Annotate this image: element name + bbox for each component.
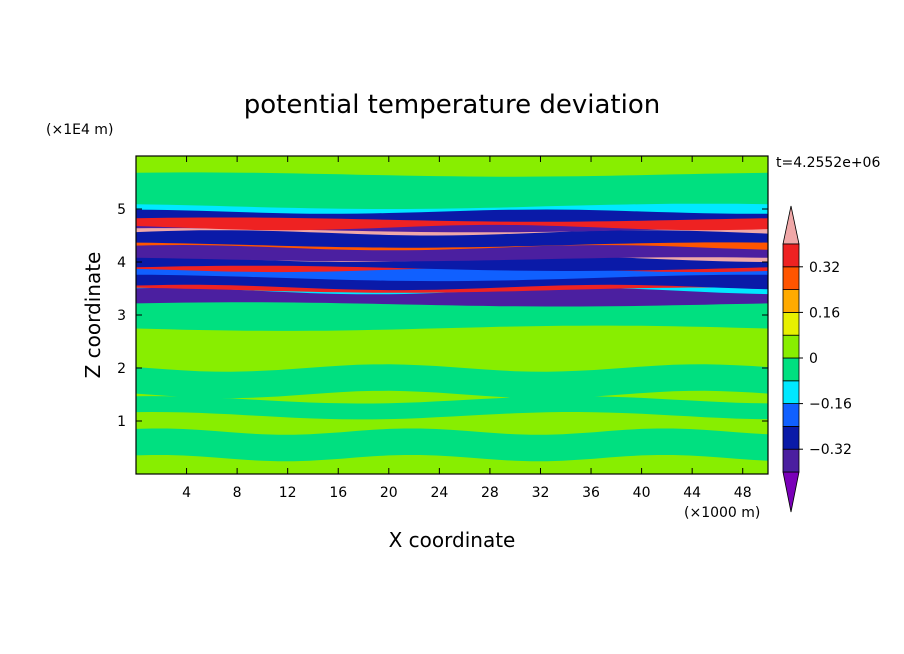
x-tick-label: 16	[329, 485, 347, 501]
x-tick-label: 4	[182, 485, 191, 501]
x-tick-label: 8	[233, 485, 242, 501]
colorbar-tick-label: 0.32	[809, 260, 840, 276]
colorbar-swatch	[782, 425, 800, 450]
colorbar-swatch	[782, 334, 800, 359]
plot-area	[136, 156, 768, 474]
x-tick-label: 48	[734, 485, 752, 501]
x-axis-label: X coordinate	[389, 528, 516, 552]
colorbar-tick-label: −0.16	[809, 397, 852, 413]
y-tick-label: 3	[117, 308, 126, 324]
colorbar-triangle-bottom	[782, 471, 800, 513]
colorbar-swatch	[782, 380, 800, 404]
y-unit-label: (×1E4 m)	[46, 122, 113, 138]
x-tick-label: 20	[380, 485, 398, 501]
colorbar-swatch	[782, 243, 800, 268]
contour-bands	[136, 172, 768, 462]
colorbar-swatch	[782, 448, 800, 473]
colorbar-swatch	[782, 266, 800, 290]
contour-band	[136, 364, 768, 399]
colorbar-swatch	[782, 311, 800, 336]
y-tick-label: 4	[117, 255, 126, 271]
colorbar-swatch	[782, 289, 800, 313]
y-tick-label: 2	[117, 361, 126, 377]
colorbar-tick-label: 0	[809, 351, 818, 367]
y-axis: 1 2 3 4 5	[117, 202, 768, 430]
x-axis: 4 8 12 16 20 24 28 32 36 40 44 48	[182, 156, 752, 501]
x-tick-label: 28	[481, 485, 499, 501]
x-unit-label: (×1000 m)	[684, 505, 760, 521]
colorbar-swatch	[782, 357, 800, 382]
x-tick-label: 40	[633, 485, 651, 501]
x-tick-label: 36	[582, 485, 600, 501]
colorbar-tick-label: −0.32	[809, 442, 852, 458]
chart-title: potential temperature deviation	[244, 90, 660, 120]
x-tick-label: 12	[279, 485, 297, 501]
x-tick-label: 24	[430, 485, 448, 501]
time-label: t=4.2552e+06	[776, 155, 880, 171]
colorbar: 0.32 0.16 0 −0.16 −0.32	[782, 205, 852, 513]
contour-band	[136, 428, 768, 462]
x-tick-label: 32	[532, 485, 550, 501]
y-tick-label: 1	[117, 414, 126, 430]
y-tick-label: 5	[117, 202, 126, 218]
y-axis-label: Z coordinate	[81, 252, 105, 379]
colorbar-swatch	[782, 403, 800, 427]
contour-band	[136, 396, 768, 420]
contour-band	[136, 172, 768, 193]
colorbar-tick-label: 0.16	[809, 305, 840, 321]
colorbar-triangle-top	[782, 205, 800, 245]
x-tick-label: 44	[683, 485, 701, 501]
